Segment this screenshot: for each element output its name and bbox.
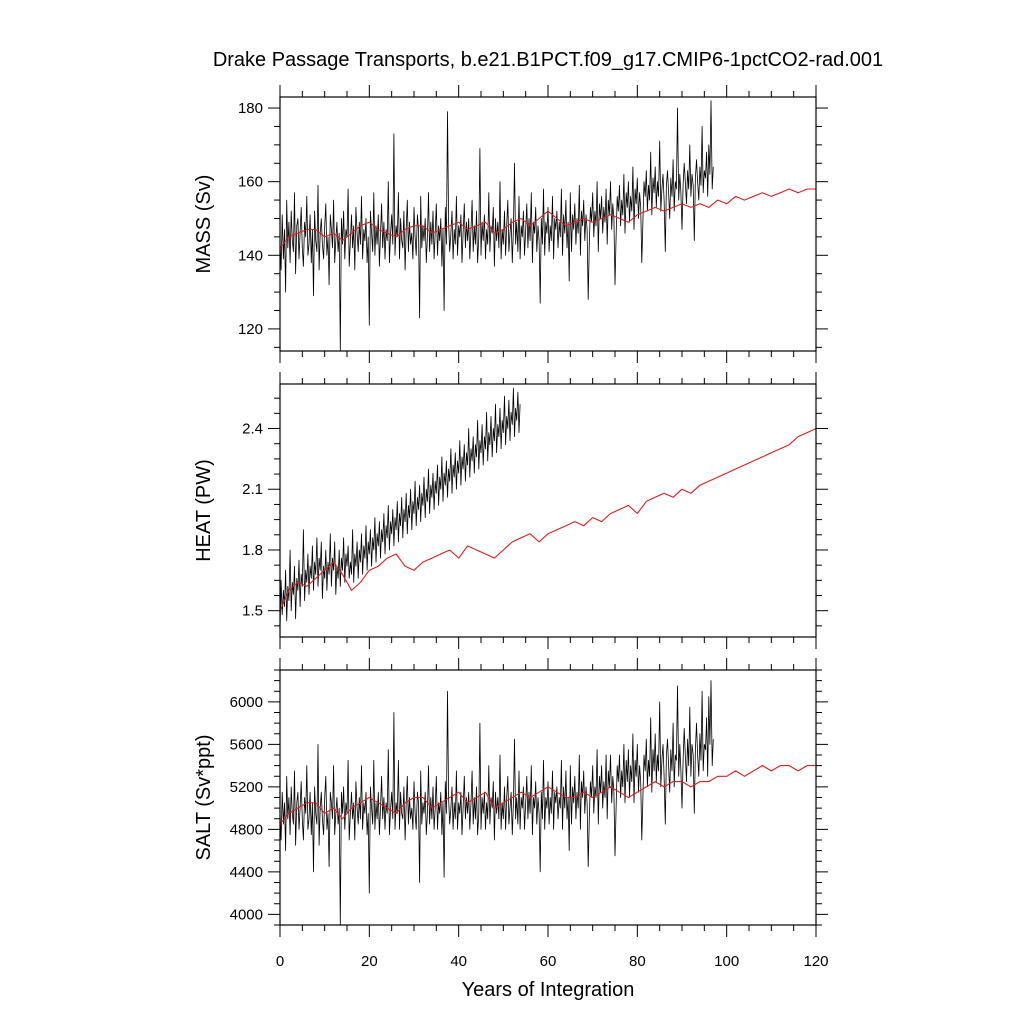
xtick-label: 100 <box>714 953 739 970</box>
mass-panel: 120 140 160 180 MASS (Sv) <box>193 85 828 363</box>
mass-y-axis-label: MASS (Sv) <box>193 175 215 274</box>
xtick-label: 80 <box>629 953 646 970</box>
salt-ytick-label: 4400 <box>230 864 263 881</box>
mass-smoothed-series-line <box>280 188 816 249</box>
xtick-label: 120 <box>803 953 828 970</box>
heat-smoothed-series-line <box>280 428 816 611</box>
mass-ytick-label: 160 <box>238 174 263 191</box>
mass-ytick-label: 180 <box>238 100 263 117</box>
xtick-label: 40 <box>450 953 467 970</box>
salt-frame <box>279 669 817 926</box>
heat-y-axis-label: HEAT (PW) <box>193 459 215 562</box>
mass-ytick-label: 120 <box>238 321 263 338</box>
heat-ytick-label: 2.1 <box>242 481 263 498</box>
heat-ytick-label: 1.8 <box>242 542 263 559</box>
salt-ytick-label: 5200 <box>230 779 263 796</box>
salt-ytick-label: 5600 <box>230 736 263 753</box>
heat-ytick-label: 2.4 <box>242 421 263 438</box>
mass-ytick-label: 140 <box>238 247 263 264</box>
salt-smoothed-series-line <box>280 765 816 825</box>
salt-panel: 4000 4400 4800 5200 5600 6000 SALT (Sv*ppt) <box>193 658 828 937</box>
x-axis-label: Years of Integration <box>462 979 635 1001</box>
x-axis: 0 20 40 60 80 100 120 <box>276 953 829 970</box>
heat-frame <box>279 383 817 638</box>
mass-frame <box>279 96 817 352</box>
salt-ytick-label: 4800 <box>230 821 263 838</box>
salt-ytick-label: 4000 <box>230 906 263 923</box>
heat-raw-series-line <box>280 387 521 631</box>
mass-raw-series-line <box>280 100 714 351</box>
heat-ytick-label: 1.5 <box>242 603 263 620</box>
heat-panel: 1.5 1.8 2.1 2.4 HEAT (PW) <box>193 372 828 649</box>
salt-raw-series-line <box>280 680 714 925</box>
chart-title: Drake Passage Transports, b.e21.B1PCT.f0… <box>213 49 883 71</box>
salt-ytick-label: 6000 <box>230 694 263 711</box>
xtick-label: 60 <box>540 953 557 970</box>
salt-y-axis-label: SALT (Sv*ppt) <box>193 735 215 861</box>
xtick-label: 20 <box>361 953 378 970</box>
xtick-label: 0 <box>276 953 284 970</box>
